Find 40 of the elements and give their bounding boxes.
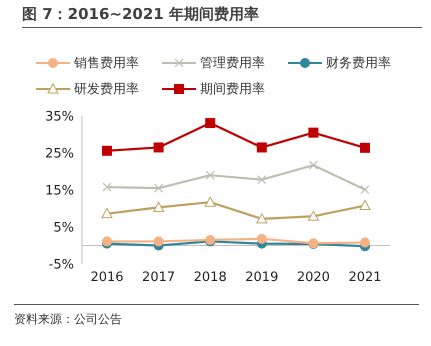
x-tick-label: 2020 — [296, 270, 330, 286]
x-tick-label: 2018 — [194, 270, 227, 286]
point — [257, 175, 266, 184]
legend-label: 销售费用率 — [74, 55, 139, 72]
point — [154, 142, 164, 152]
point — [256, 234, 267, 244]
x-tick-label: 2017 — [142, 270, 176, 286]
point — [153, 202, 164, 212]
chart-title: 图 7：2016~2021 年期间费用率 — [22, 5, 422, 28]
point — [154, 236, 164, 246]
y-tick-label: -5% — [48, 258, 74, 273]
point — [102, 236, 112, 246]
x-tick-label: 2016 — [90, 270, 124, 286]
point — [256, 213, 268, 224]
y-tick-label: 5% — [53, 220, 74, 236]
legend-label: 财务费用率 — [326, 55, 391, 72]
point — [360, 200, 370, 210]
point — [102, 182, 112, 192]
y-tick-label: 15% — [45, 184, 74, 199]
point — [102, 208, 112, 218]
point — [256, 142, 267, 152]
text: 资料来源：公司公告 — [14, 311, 123, 328]
y-tick-label: 25% — [45, 146, 74, 162]
point — [154, 184, 164, 193]
point — [360, 238, 370, 248]
point — [205, 118, 216, 128]
point — [360, 185, 370, 194]
legend-label: 研发费用率 — [74, 81, 139, 98]
point — [360, 142, 370, 153]
y-tick-label: 35% — [45, 110, 74, 125]
point — [308, 160, 318, 170]
point — [102, 146, 112, 156]
point — [308, 128, 318, 138]
legend-label: 管理费用率 — [200, 55, 265, 72]
point — [204, 196, 216, 207]
point — [206, 170, 215, 180]
legend-label: 期间费用率 — [200, 81, 265, 98]
point — [308, 210, 319, 221]
x-tick-label: 2019 — [245, 270, 278, 286]
x-tick-label: 2021 — [348, 270, 382, 286]
